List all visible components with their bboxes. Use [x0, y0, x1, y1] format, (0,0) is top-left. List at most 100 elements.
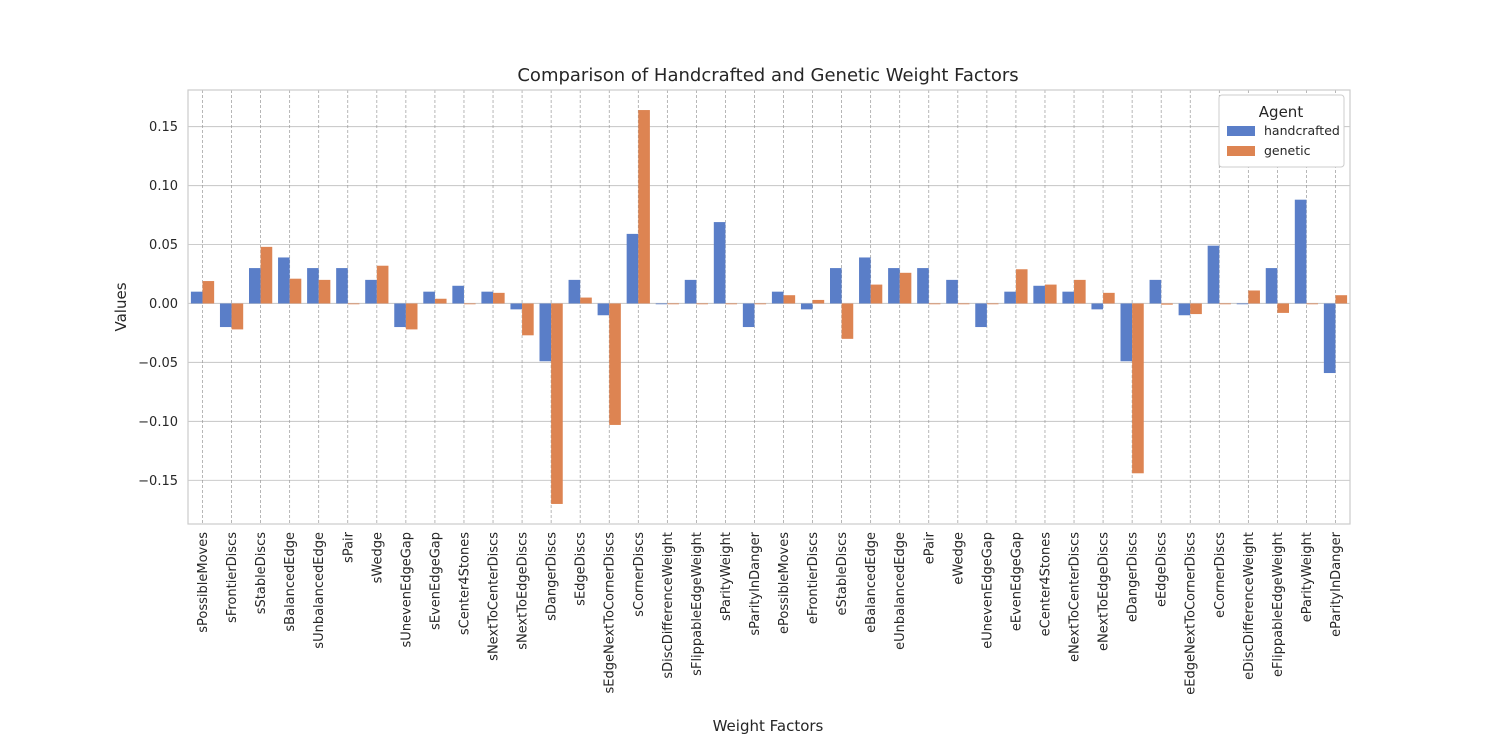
bar-handcrafted — [539, 303, 552, 362]
x-tick-label: eNextToCenterDiscs — [1068, 532, 1083, 662]
bar-handcrafted — [713, 222, 726, 304]
x-tick-label: eUnbalancedEdge — [893, 532, 908, 650]
y-tick-label: 0.10 — [149, 179, 178, 194]
bar-genetic — [1219, 303, 1231, 305]
bar-handcrafted — [249, 268, 261, 304]
bar-genetic — [609, 303, 621, 425]
bar-handcrafted — [365, 279, 377, 304]
legend-title: Agent — [1259, 103, 1304, 121]
x-tick-label: sStableDiscs — [254, 532, 269, 614]
x-tick-label: sPair — [341, 531, 356, 563]
bar-handcrafted — [423, 291, 435, 304]
bar-handcrafted — [597, 303, 610, 316]
x-tick-label: sDangerDiscs — [545, 532, 560, 621]
bar-handcrafted — [1149, 279, 1162, 304]
bar-handcrafted — [1265, 268, 1278, 304]
bar-genetic — [1306, 303, 1319, 305]
x-tick-label: eCenter4Stones — [1038, 532, 1053, 637]
y-tick-label: 0.00 — [149, 297, 178, 312]
y-tick-label: −0.05 — [138, 356, 178, 371]
bar-handcrafted — [336, 268, 348, 304]
x-tick-label: sDiscDifferenceWeight — [661, 532, 676, 679]
bar-genetic — [957, 303, 970, 305]
bar-genetic — [289, 278, 302, 304]
bar-genetic — [841, 303, 854, 339]
plot-frame — [187, 89, 1351, 525]
bar-genetic — [1277, 303, 1289, 313]
bar-handcrafted — [1120, 303, 1133, 362]
vertical-gridlines — [202, 90, 1336, 524]
bar-genetic — [1335, 295, 1348, 304]
x-tick-label: sEvenEdgeGap — [428, 532, 443, 630]
bar-handcrafted — [771, 291, 784, 304]
bar-handcrafted — [1236, 303, 1249, 305]
bar-handcrafted — [800, 303, 813, 310]
y-tick-label: 0.05 — [149, 238, 178, 253]
x-tick-label: sFrontierDiscs — [225, 532, 240, 623]
x-tick-label: ePossibleMoves — [777, 532, 792, 634]
bar-handcrafted — [568, 279, 581, 304]
x-tick-label: sParityWeight — [719, 532, 734, 621]
y-tick-label: −0.15 — [138, 474, 178, 489]
x-tick-label: eDangerDiscs — [1126, 532, 1141, 622]
x-tick-label: sParityInDanger — [748, 531, 763, 635]
bar-handcrafted — [307, 268, 319, 304]
x-tick-label: eFlippableEdgeWeight — [1271, 532, 1286, 677]
x-tick-label: eNextToEdgeDiscs — [1097, 532, 1112, 651]
bar-genetic — [318, 279, 331, 304]
bar-genetic — [463, 303, 476, 305]
bar-handcrafted — [888, 268, 900, 304]
y-tick-label: 0.15 — [149, 120, 178, 135]
bars — [190, 110, 1348, 504]
x-tick-label: sEdgeNextToCornerDiscs — [603, 532, 618, 694]
bar-genetic — [522, 303, 534, 336]
bar-genetic — [260, 246, 273, 304]
bar-handcrafted — [975, 303, 987, 328]
bar-handcrafted — [1004, 291, 1016, 304]
bar-genetic — [870, 284, 883, 304]
bar-handcrafted — [859, 257, 871, 304]
bar-genetic — [1015, 269, 1028, 304]
x-tick-label: eParityWeight — [1300, 532, 1315, 622]
bar-handcrafted — [1294, 199, 1307, 304]
bar-genetic — [986, 303, 999, 305]
legend-swatch-handcrafted — [1227, 126, 1255, 136]
bar-handcrafted — [190, 291, 203, 304]
x-tick-label: eParityInDanger — [1329, 531, 1344, 637]
bar-genetic — [638, 110, 650, 304]
x-tick-label: sPossibleMoves — [196, 532, 211, 633]
y-axis-label: Values — [112, 282, 130, 331]
x-tick-label: eCornerDiscs — [1213, 532, 1228, 618]
x-tick-label: sWedge — [370, 532, 385, 583]
legend-swatch-genetic — [1227, 146, 1255, 156]
chart-title: Comparison of Handcrafted and Genetic We… — [517, 65, 1018, 86]
bar-genetic — [202, 281, 215, 304]
x-tick-label: eWedge — [951, 532, 966, 585]
x-tick-label: eEdgeDiscs — [1155, 532, 1170, 607]
x-tick-label: eStableDiscs — [835, 532, 850, 616]
x-axis-label: Weight Factors — [713, 717, 824, 735]
bar-genetic — [1044, 284, 1057, 304]
bar-genetic — [434, 298, 447, 304]
x-tick-label: sUnevenEdgeGap — [399, 532, 414, 647]
bar-genetic — [899, 272, 912, 304]
y-tick-label: −0.10 — [138, 415, 178, 430]
bar-handcrafted — [917, 268, 929, 304]
bar-handcrafted — [219, 303, 232, 328]
x-tick-label: eDiscDifferenceWeight — [1242, 532, 1257, 680]
bar-handcrafted — [1091, 303, 1104, 310]
bar-genetic — [405, 303, 418, 330]
bar-genetic — [376, 265, 389, 304]
x-tick-label: eEvenEdgeGap — [1009, 532, 1024, 631]
bar-handcrafted — [452, 285, 464, 304]
x-tick-label: sNextToEdgeDiscs — [516, 532, 531, 650]
bar-genetic — [667, 303, 679, 305]
bar-handcrafted — [510, 303, 523, 310]
x-tick-label: eBalancedEdge — [864, 532, 879, 633]
bar-genetic — [1103, 292, 1115, 304]
x-tick-label: sFlippableEdgeWeight — [690, 532, 705, 676]
bar-genetic — [493, 292, 505, 304]
bar-handcrafted — [394, 303, 406, 328]
x-tick-label: sEdgeDiscs — [574, 532, 589, 606]
